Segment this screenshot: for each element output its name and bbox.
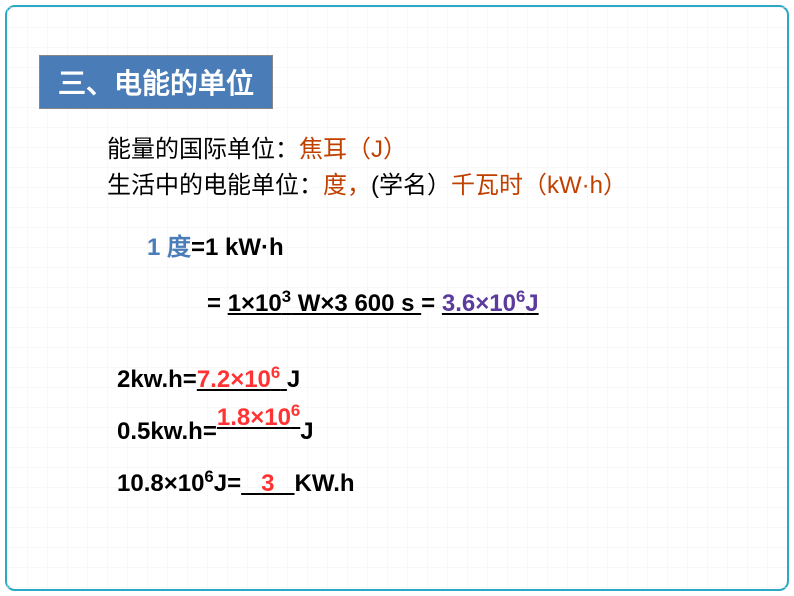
l5-ans-pre: 7.2×10: [197, 366, 271, 393]
l4-u-sup: 3: [282, 287, 291, 306]
l4-eq1: =: [207, 290, 228, 317]
l4-answer: 3.6×106J: [442, 290, 539, 317]
l7-blank: 3: [241, 470, 294, 497]
l3-lhs: 1 度: [147, 234, 191, 261]
l6-answer: 1.8×106: [217, 404, 300, 431]
line-derivation: = 1×103 W×3 600 s = 3.6×106J: [207, 287, 539, 318]
l6-ans-pre: 1.8×10: [217, 404, 291, 431]
l4-ans-pre: 3.6×10: [442, 290, 516, 317]
line-international-unit: 能量的国际单位：焦耳（J）: [107, 129, 407, 164]
l5-answer: 7.2×106: [197, 366, 280, 393]
l5-rhs: J: [287, 366, 300, 393]
l6-rhs: J: [300, 418, 313, 445]
l4-underline: 1×103 W×3 600 s: [228, 290, 421, 317]
l6-ans-sup: 6: [291, 401, 300, 420]
l7-rhs: KW.h: [295, 470, 355, 497]
l4-u-pre: 1×10: [228, 290, 282, 317]
line-exercise-2: 0.5kw.h=1.8×106J: [117, 415, 314, 446]
l5-pad: [280, 366, 287, 393]
l5-ans-sup: 6: [271, 363, 280, 382]
line-exercise-3: 10.8×106J= 3 KW.h: [117, 467, 355, 498]
l3-rhs: =1 kW·h: [191, 234, 284, 261]
l7-answer: 3: [261, 470, 274, 497]
l5-lhs: 2kw.h=: [117, 366, 197, 393]
l6-blank: 1.8×106: [217, 404, 300, 431]
line-exercise-1: 2kw.h=7.2×106 J: [117, 363, 300, 394]
l4-ans-sup: 6: [516, 287, 525, 306]
l1-highlight: 焦耳（J）: [299, 136, 407, 163]
l7-lhs-post: J=: [214, 470, 241, 497]
l7-lhs-pre: 10.8×10: [117, 470, 204, 497]
l4-ans-post: J: [525, 290, 538, 317]
l2-h1: 度，: [323, 172, 371, 199]
line-daily-unit: 生活中的电能单位：度，(学名）千瓦时（kW·h）: [107, 165, 627, 200]
l1-prefix: 能量的国际单位：: [107, 136, 299, 163]
heading-text: 三、电能的单位: [58, 68, 254, 99]
l7-lhs-sup: 6: [204, 467, 213, 486]
l2-prefix: 生活中的电能单位：: [107, 172, 323, 199]
slide-frame: 三、电能的单位 能量的国际单位：焦耳（J） 生活中的电能单位：度，(学名）千瓦时…: [5, 5, 789, 591]
line-one-degree: 1 度=1 kW·h: [147, 227, 284, 262]
l2-mid: (学名）: [371, 172, 451, 199]
l7-lhs: 10.8×106J=: [117, 470, 241, 497]
l4-u-post: W×3 600 s: [291, 290, 421, 317]
l4-eq2: =: [421, 290, 442, 317]
section-heading: 三、电能的单位: [39, 55, 273, 109]
l6-lhs: 0.5kw.h=: [117, 418, 217, 445]
l2-h2: 千瓦时（kW·h）: [451, 172, 627, 199]
